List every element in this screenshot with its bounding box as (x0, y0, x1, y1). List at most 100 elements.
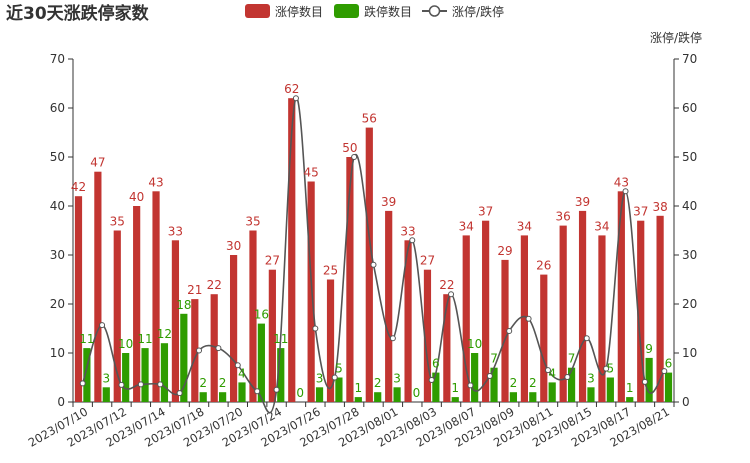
bar-down-label: 2 (510, 376, 518, 390)
bar-down-label: 7 (568, 352, 576, 366)
bar-down-label: 1 (354, 381, 362, 395)
bar-down (238, 382, 245, 402)
bar-up-label: 43 (148, 175, 163, 189)
ratio-point (565, 375, 570, 380)
bar-down-label: 7 (490, 352, 498, 366)
bar-down (529, 392, 536, 402)
bar-down (452, 397, 459, 402)
y-right-tick-label: 60 (682, 101, 697, 115)
chart-title: 近30天涨跌停家数 (6, 3, 150, 24)
bar-up-label: 56 (362, 112, 377, 126)
bar-down-label: 5 (607, 362, 615, 376)
bar-down (103, 387, 110, 402)
bar-down-label: 11 (79, 332, 94, 346)
ratio-point (584, 336, 589, 341)
ratio-point (507, 328, 512, 333)
bar-down-label: 4 (238, 366, 246, 380)
bar-down-label: 4 (548, 366, 556, 380)
ratio-point (526, 316, 531, 321)
bar-up (579, 211, 586, 402)
bar-up (94, 172, 101, 402)
bar-down (568, 368, 575, 402)
y-right-tick-label: 40 (682, 199, 697, 213)
bar-down (355, 397, 362, 402)
bar-up-label: 42 (71, 180, 86, 194)
ratio-point (119, 382, 124, 387)
ratio-point (410, 238, 415, 243)
bar-up-label: 33 (168, 224, 183, 238)
right-axis-name: 涨停/跌停 (650, 30, 702, 45)
bar-down (180, 314, 187, 402)
bar-up (308, 182, 315, 403)
ratio-point (390, 336, 395, 341)
ratio-point (80, 381, 85, 386)
bar-up-label: 34 (594, 219, 609, 233)
bar-up-label: 30 (226, 239, 241, 253)
bar-down (161, 343, 168, 402)
bar-down-label: 9 (645, 342, 653, 356)
ratio-point (642, 379, 647, 384)
bar-up (618, 191, 625, 402)
y-right-tick-label: 10 (682, 346, 697, 360)
bar-down (141, 348, 148, 402)
y-right-tick-label: 20 (682, 297, 697, 311)
bar-up-label: 34 (459, 219, 474, 233)
bar-down (510, 392, 517, 402)
ratio-point (216, 346, 221, 351)
y-right-tick-label: 30 (682, 248, 697, 262)
bar-down-label: 0 (296, 386, 304, 400)
bar-down-label: 11 (273, 332, 288, 346)
bar-up-label: 39 (575, 195, 590, 209)
y-right-tick-label: 70 (682, 52, 697, 66)
bar-up-label: 43 (614, 175, 629, 189)
bar-down-label: 3 (316, 371, 324, 385)
y-right-tick-label: 0 (682, 395, 690, 409)
bar-down-label: 3 (393, 371, 401, 385)
legend-item-ratio[interactable]: 涨停/跌停 (422, 4, 504, 19)
ratio-point (293, 96, 298, 101)
legend-item-down[interactable]: 跌停数目 (334, 4, 412, 19)
bar-down-label: 11 (137, 332, 152, 346)
y-left-tick-label: 10 (50, 346, 65, 360)
bar-up-label: 37 (633, 205, 648, 219)
ratio-point (255, 389, 260, 394)
bar-up (133, 206, 140, 402)
bar-up (385, 211, 392, 402)
bar-down-label: 1 (626, 381, 634, 395)
legend-item-up[interactable]: 涨停数目 (245, 4, 323, 19)
bar-down (587, 387, 594, 402)
bar-up-label: 47 (90, 156, 105, 170)
bar-down (471, 353, 478, 402)
bar-down (316, 387, 323, 402)
bar-down-label: 2 (374, 376, 382, 390)
bar-up-label: 38 (652, 200, 667, 214)
y-left-tick-label: 50 (50, 150, 65, 164)
bar-up (152, 191, 159, 402)
bar-up-label: 22 (207, 278, 222, 292)
bar-up-label: 27 (420, 254, 435, 268)
bar-up-label: 50 (342, 141, 357, 155)
bar-up-label: 62 (284, 82, 299, 96)
y-right-tick-label: 50 (682, 150, 697, 164)
bar-up-label: 26 (536, 259, 551, 273)
bar-up-label: 40 (129, 190, 144, 204)
ratio-point (429, 377, 434, 382)
bar-up-label: 29 (497, 244, 512, 258)
bar-up (172, 240, 179, 402)
y-left-tick-label: 70 (50, 52, 65, 66)
bar-down-label: 2 (529, 376, 537, 390)
bar-up-label: 36 (556, 210, 571, 224)
bar-up (443, 294, 450, 402)
ratio-line-layer (80, 96, 667, 413)
bar-down-label: 12 (157, 327, 172, 341)
bar-down-label: 6 (665, 357, 673, 371)
bar-down (200, 392, 207, 402)
bar-up-label: 37 (478, 205, 493, 219)
ratio-point (313, 326, 318, 331)
bar-down-label: 2 (219, 376, 227, 390)
legend-ratio-marker (430, 6, 440, 16)
bar-down-label: 18 (176, 298, 191, 312)
bar-up-label: 25 (323, 264, 338, 278)
legend-down-label: 跌停数目 (364, 4, 412, 19)
